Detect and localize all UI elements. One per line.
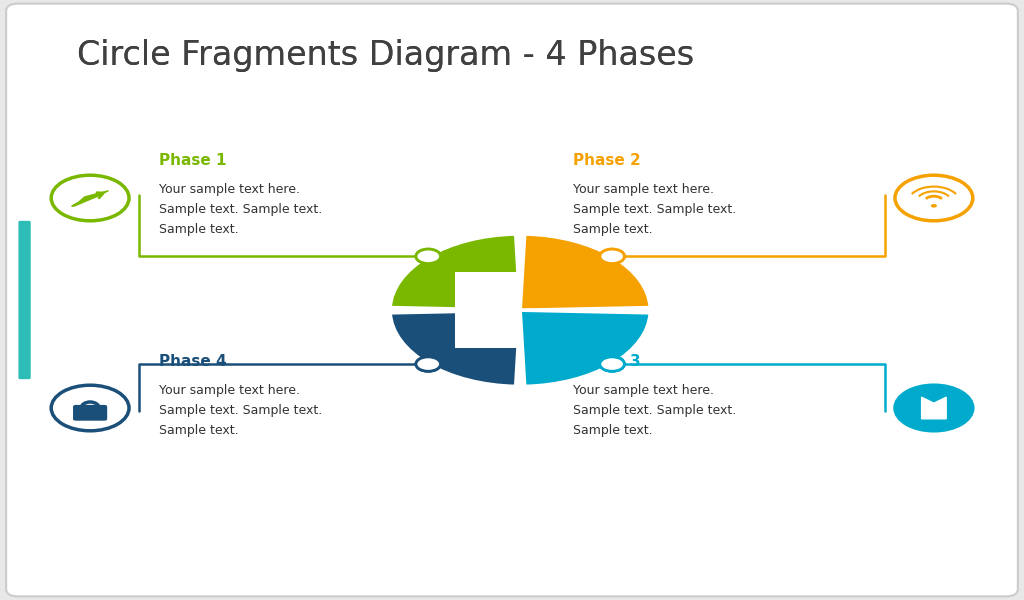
Circle shape bbox=[416, 249, 440, 263]
Circle shape bbox=[600, 357, 625, 371]
Text: Phase 4: Phase 4 bbox=[159, 354, 226, 369]
Circle shape bbox=[416, 249, 440, 263]
Bar bbox=[455, 272, 520, 348]
Wedge shape bbox=[390, 234, 520, 310]
Wedge shape bbox=[520, 234, 650, 310]
Circle shape bbox=[600, 357, 625, 371]
Text: Your sample text here.
Sample text. Sample text.
Sample text.: Your sample text here. Sample text. Samp… bbox=[573, 183, 736, 236]
Text: Phase 1: Phase 1 bbox=[159, 153, 226, 168]
Circle shape bbox=[51, 385, 129, 431]
Text: Circle Fragments Diagram - 4 Phases: Circle Fragments Diagram - 4 Phases bbox=[77, 39, 694, 72]
Circle shape bbox=[600, 249, 625, 263]
FancyBboxPatch shape bbox=[74, 406, 106, 420]
Wedge shape bbox=[520, 310, 650, 386]
Text: Your sample text here.
Sample text. Sample text.
Sample text.: Your sample text here. Sample text. Samp… bbox=[573, 384, 736, 437]
Text: Circle Fragments Diagram - 4 Phases: Circle Fragments Diagram - 4 Phases bbox=[77, 39, 694, 72]
FancyBboxPatch shape bbox=[18, 221, 31, 379]
Polygon shape bbox=[922, 397, 946, 419]
Polygon shape bbox=[72, 191, 109, 206]
Circle shape bbox=[931, 204, 937, 208]
Circle shape bbox=[895, 175, 973, 221]
Text: Your sample text here.
Sample text. Sample text.
Sample text.: Your sample text here. Sample text. Samp… bbox=[159, 183, 322, 236]
Text: Phase 2: Phase 2 bbox=[573, 153, 641, 168]
Circle shape bbox=[51, 175, 129, 221]
Text: Your sample text here.
Sample text. Sample text.
Sample text.: Your sample text here. Sample text. Samp… bbox=[159, 384, 322, 437]
Circle shape bbox=[416, 357, 440, 371]
Wedge shape bbox=[390, 310, 520, 386]
FancyBboxPatch shape bbox=[6, 4, 1018, 596]
Text: Phase 3: Phase 3 bbox=[573, 354, 641, 369]
Circle shape bbox=[895, 385, 973, 431]
Circle shape bbox=[600, 249, 625, 263]
Circle shape bbox=[416, 357, 440, 371]
